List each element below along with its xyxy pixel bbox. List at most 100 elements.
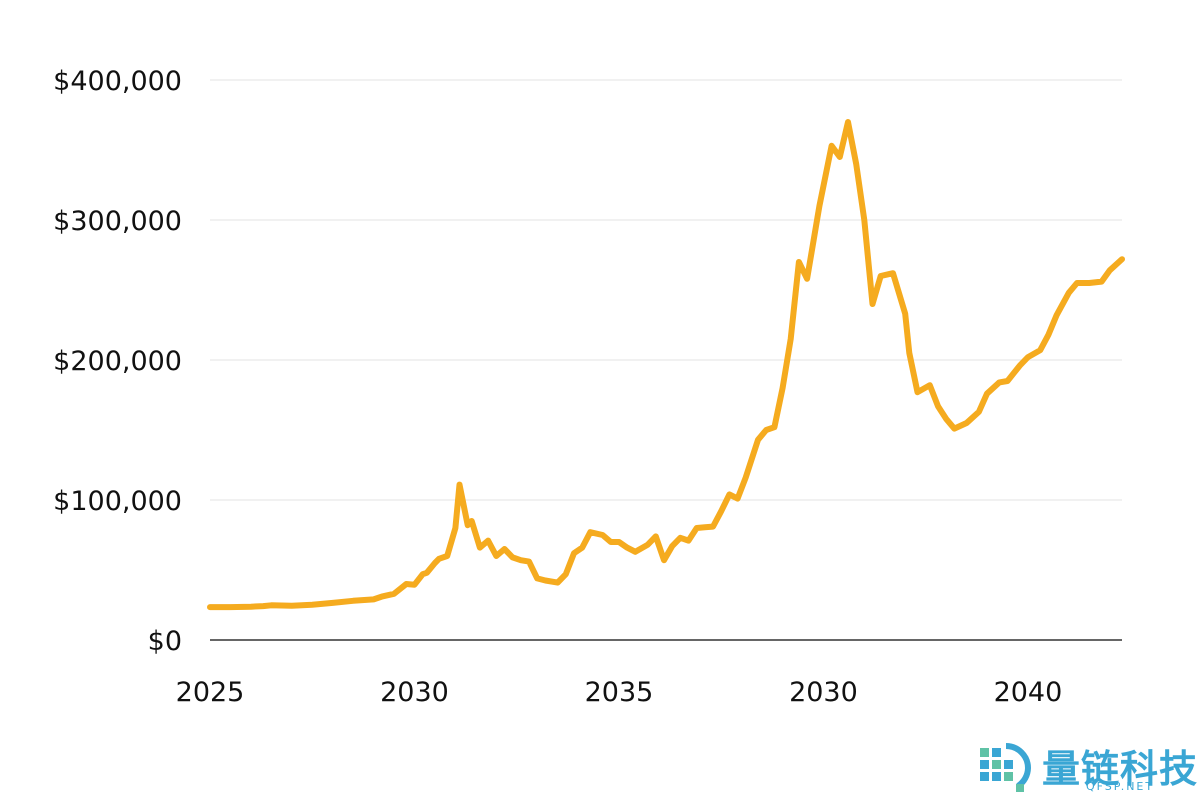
watermark-logo-icon (980, 743, 1032, 792)
data-point (986, 393, 988, 395)
data-point (512, 556, 514, 558)
data-point (414, 584, 415, 586)
data-point (557, 582, 559, 584)
data-point (446, 555, 448, 557)
data-point (806, 278, 808, 280)
y-tick-labels: $0 $100,000 $200,000 $300,000 $400,000 (53, 66, 182, 657)
data-point (610, 541, 612, 543)
data-point (1068, 292, 1070, 294)
data-point (434, 562, 436, 564)
watermark: 量链科技 QFSP.NET (976, 738, 1200, 800)
data-point (1047, 334, 1049, 336)
data-point (589, 531, 591, 533)
data-point (262, 605, 264, 607)
grid-lines (210, 79, 1122, 501)
data-point (1056, 314, 1058, 316)
x-tick-label: 2030 (789, 677, 858, 708)
data-point (745, 477, 747, 479)
data-point (1088, 282, 1090, 284)
data-point (863, 219, 865, 221)
data-point (520, 559, 522, 561)
data-point (688, 540, 689, 542)
data-point (405, 583, 407, 585)
x-tick-labels: 2025 2030 2035 2030 2040 (176, 677, 1063, 708)
data-point (565, 573, 567, 575)
data-point (655, 535, 657, 537)
data-point (528, 561, 530, 563)
data-point (720, 510, 722, 512)
y-tick-label: $200,000 (53, 346, 182, 377)
data-point (381, 596, 383, 598)
data-point (459, 484, 460, 486)
data-point (602, 534, 604, 536)
data-point (728, 493, 730, 495)
data-point (209, 606, 211, 608)
data-point (352, 600, 354, 602)
data-point (892, 272, 894, 274)
y-tick-label: $0 (148, 626, 182, 657)
data-point (679, 537, 681, 539)
data-point (929, 384, 931, 386)
x-tick-label: 2025 (176, 677, 245, 708)
data-point (495, 555, 497, 557)
series-layer (207, 119, 1125, 611)
data-point (704, 526, 706, 528)
y-tick-label: $300,000 (53, 206, 182, 237)
data-point (618, 541, 620, 543)
data-point (291, 605, 293, 607)
data-point (332, 602, 334, 604)
data-point (454, 527, 456, 529)
x-tick-label: 2040 (994, 677, 1063, 708)
data-point (536, 577, 538, 579)
data-point (937, 405, 939, 407)
data-point (1039, 349, 1041, 351)
data-point (1109, 269, 1111, 271)
data-point (782, 387, 784, 389)
data-point (1027, 356, 1029, 358)
watermark-subtext: QFSP.NET (1086, 780, 1155, 793)
data-point (573, 552, 575, 554)
data-point (839, 156, 841, 158)
data-point (471, 520, 473, 522)
data-point (393, 593, 395, 595)
data-point (880, 275, 882, 277)
data-point (373, 598, 375, 600)
data-point (467, 524, 469, 526)
data-point (773, 426, 775, 428)
data-point (757, 439, 759, 441)
data-point (998, 381, 1000, 383)
data-point (966, 422, 968, 424)
data-point (1019, 365, 1021, 367)
data-point (765, 429, 767, 431)
watermark-name: 量链科技 (1042, 747, 1199, 791)
y-tick-label: $400,000 (53, 66, 182, 97)
data-point (790, 338, 792, 340)
data-point (581, 547, 583, 549)
data-point (479, 547, 481, 549)
data-point (855, 163, 857, 165)
data-point (1101, 281, 1103, 283)
data-point (831, 145, 833, 147)
data-point (229, 606, 231, 608)
data-point (908, 352, 910, 354)
data-point (626, 547, 628, 549)
data-point (647, 544, 649, 546)
data-point (953, 428, 955, 430)
data-point (945, 418, 947, 420)
series-line (207, 119, 1125, 611)
data-point (696, 527, 698, 529)
data-point (1076, 282, 1078, 284)
data-point (978, 411, 980, 413)
data-point (1007, 380, 1008, 382)
data-point (634, 551, 636, 553)
data-point (438, 558, 440, 560)
y-tick-label: $100,000 (53, 486, 182, 517)
data-point (504, 548, 505, 550)
data-point (917, 391, 918, 393)
x-tick-label: 2030 (380, 677, 449, 708)
data-point (712, 526, 714, 528)
data-point (872, 303, 873, 305)
data-point (904, 313, 906, 315)
data-point (270, 604, 272, 606)
